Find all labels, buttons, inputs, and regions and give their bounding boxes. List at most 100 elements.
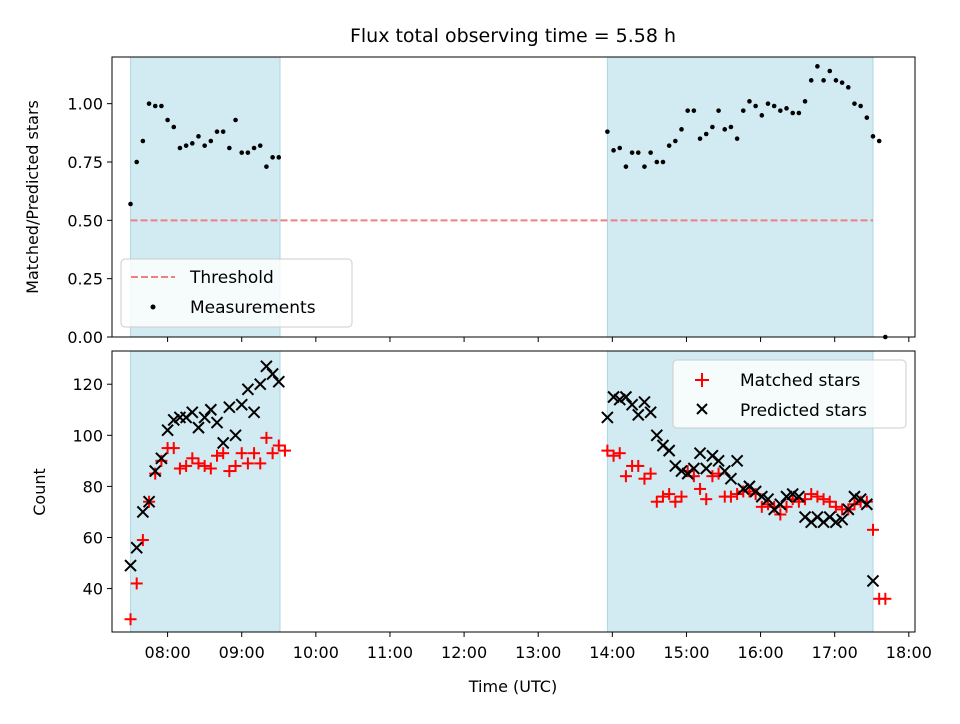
count-axis-ticks: 40 60 80 100 120 08:00 09:00 10:00 11:00 12:00 13:…: [72, 375, 931, 662]
measurement-point: [171, 124, 177, 130]
predicted-star-point: [266, 367, 279, 381]
matched-star-point: [805, 488, 818, 501]
predicted-star-point: [247, 406, 261, 419]
measurement-point: [778, 108, 783, 113]
measurement-point: [864, 115, 870, 120]
measurement-point: [703, 131, 709, 137]
measurement-point: [679, 127, 684, 132]
x-tick-label: 10:00: [293, 643, 339, 662]
matched-star-point: [155, 454, 168, 467]
measurement-point: [617, 145, 623, 151]
predicted-star-point: [142, 495, 156, 508]
measurement-point: [611, 148, 616, 153]
predicted-star-point: [662, 444, 676, 457]
matched-star-point: [694, 482, 707, 495]
predicted-star-point: [254, 378, 267, 391]
measurement-point: [276, 155, 282, 160]
predicted-star-point: [192, 421, 205, 434]
predicted-star-point: [718, 464, 731, 478]
x-tick-label: 16:00: [738, 643, 784, 662]
matched-star-point: [248, 447, 261, 460]
x-tick-label: 15:00: [663, 643, 709, 662]
measurement-point: [214, 129, 220, 134]
x-tick-label: 12:00: [441, 643, 487, 662]
predicted-star-point: [216, 436, 230, 450]
matched-star-point: [724, 490, 737, 503]
matched-star-point: [223, 465, 236, 478]
measurement-point: [257, 143, 263, 148]
legend-threshold-label: Threshold: [189, 268, 274, 288]
matched-star-point: [173, 462, 186, 475]
legend-predicted-swatch: [696, 403, 708, 415]
count-y-tick-label: 80: [83, 477, 103, 496]
matched-star-point: [663, 488, 676, 501]
matched-star-point: [266, 447, 279, 460]
measurement-point: [227, 145, 232, 151]
ratio-series: [128, 64, 888, 340]
measurement-point: [202, 143, 207, 148]
measurement-point: [629, 150, 635, 155]
measurement-point: [605, 129, 610, 134]
matched-star-point: [656, 490, 669, 503]
measurement-point: [716, 108, 721, 113]
legend-measurements-swatch: [150, 304, 156, 310]
count-y-tick-label: 40: [83, 580, 103, 599]
matched-star-point: [675, 490, 688, 503]
observing-window-1: [130, 350, 281, 633]
matched-star-point: [638, 472, 651, 485]
matched-star-point: [879, 592, 892, 605]
measurement-point: [697, 136, 703, 141]
ratio-legend: Threshold Measurements: [120, 258, 353, 328]
count-y-tick-label: 100: [72, 426, 103, 445]
measurement-point: [815, 64, 820, 69]
measurement-point: [642, 164, 647, 169]
measurement-point: [190, 141, 195, 146]
predicted-star-point: [229, 429, 242, 442]
matched-star-point: [607, 449, 620, 462]
matched-star-point: [198, 459, 211, 472]
predicted-star-point: [712, 454, 725, 468]
matched-star-point: [217, 447, 230, 460]
predicted-star-point: [149, 464, 162, 478]
measurement-point: [196, 134, 201, 139]
count-y-tick-label: 120: [72, 375, 103, 394]
predicted-star-point: [835, 513, 849, 526]
matched-star-point: [241, 457, 254, 470]
predicted-star-point: [700, 462, 713, 475]
legend-matched-swatch: [695, 373, 709, 387]
measurement-point: [128, 201, 133, 207]
count-y-axis-label: Count: [30, 468, 49, 516]
matched-star-point: [848, 498, 861, 511]
measurement-point: [796, 110, 802, 116]
chart-title: Flux total observing time = 5.58 h: [350, 25, 676, 47]
matched-star-point: [204, 462, 217, 475]
count-series: [124, 360, 892, 626]
matched-star-point: [619, 470, 632, 483]
matched-star-point: [278, 444, 291, 457]
matched-star-point: [130, 577, 143, 590]
ratio-y-tick-label: 0.75: [67, 153, 103, 172]
predicted-star-point: [687, 462, 701, 475]
predicted-star-point: [155, 452, 168, 465]
x-axis-label: Time (UTC): [468, 677, 557, 696]
measurement-point: [239, 150, 245, 155]
matched-star-point: [601, 444, 614, 457]
ratio-y-tick-label: 0.50: [67, 211, 103, 230]
measurement-point: [852, 101, 857, 106]
measurement-point: [876, 138, 882, 144]
predicted-star-point: [842, 503, 855, 516]
predicted-star-point: [730, 454, 744, 468]
legend-matched-label: Matched stars: [740, 371, 860, 391]
matched-star-point: [817, 493, 830, 506]
measurement-point: [740, 108, 746, 113]
measurement-point: [146, 101, 152, 106]
matched-star-point: [811, 490, 824, 503]
predicted-star-point: [638, 395, 651, 409]
predicted-star-point: [693, 446, 707, 460]
measurement-point: [845, 85, 851, 90]
matched-star-point: [613, 447, 626, 460]
predicted-star-point: [161, 423, 174, 437]
measurement-point: [870, 134, 876, 139]
predicted-star-point: [632, 408, 645, 422]
